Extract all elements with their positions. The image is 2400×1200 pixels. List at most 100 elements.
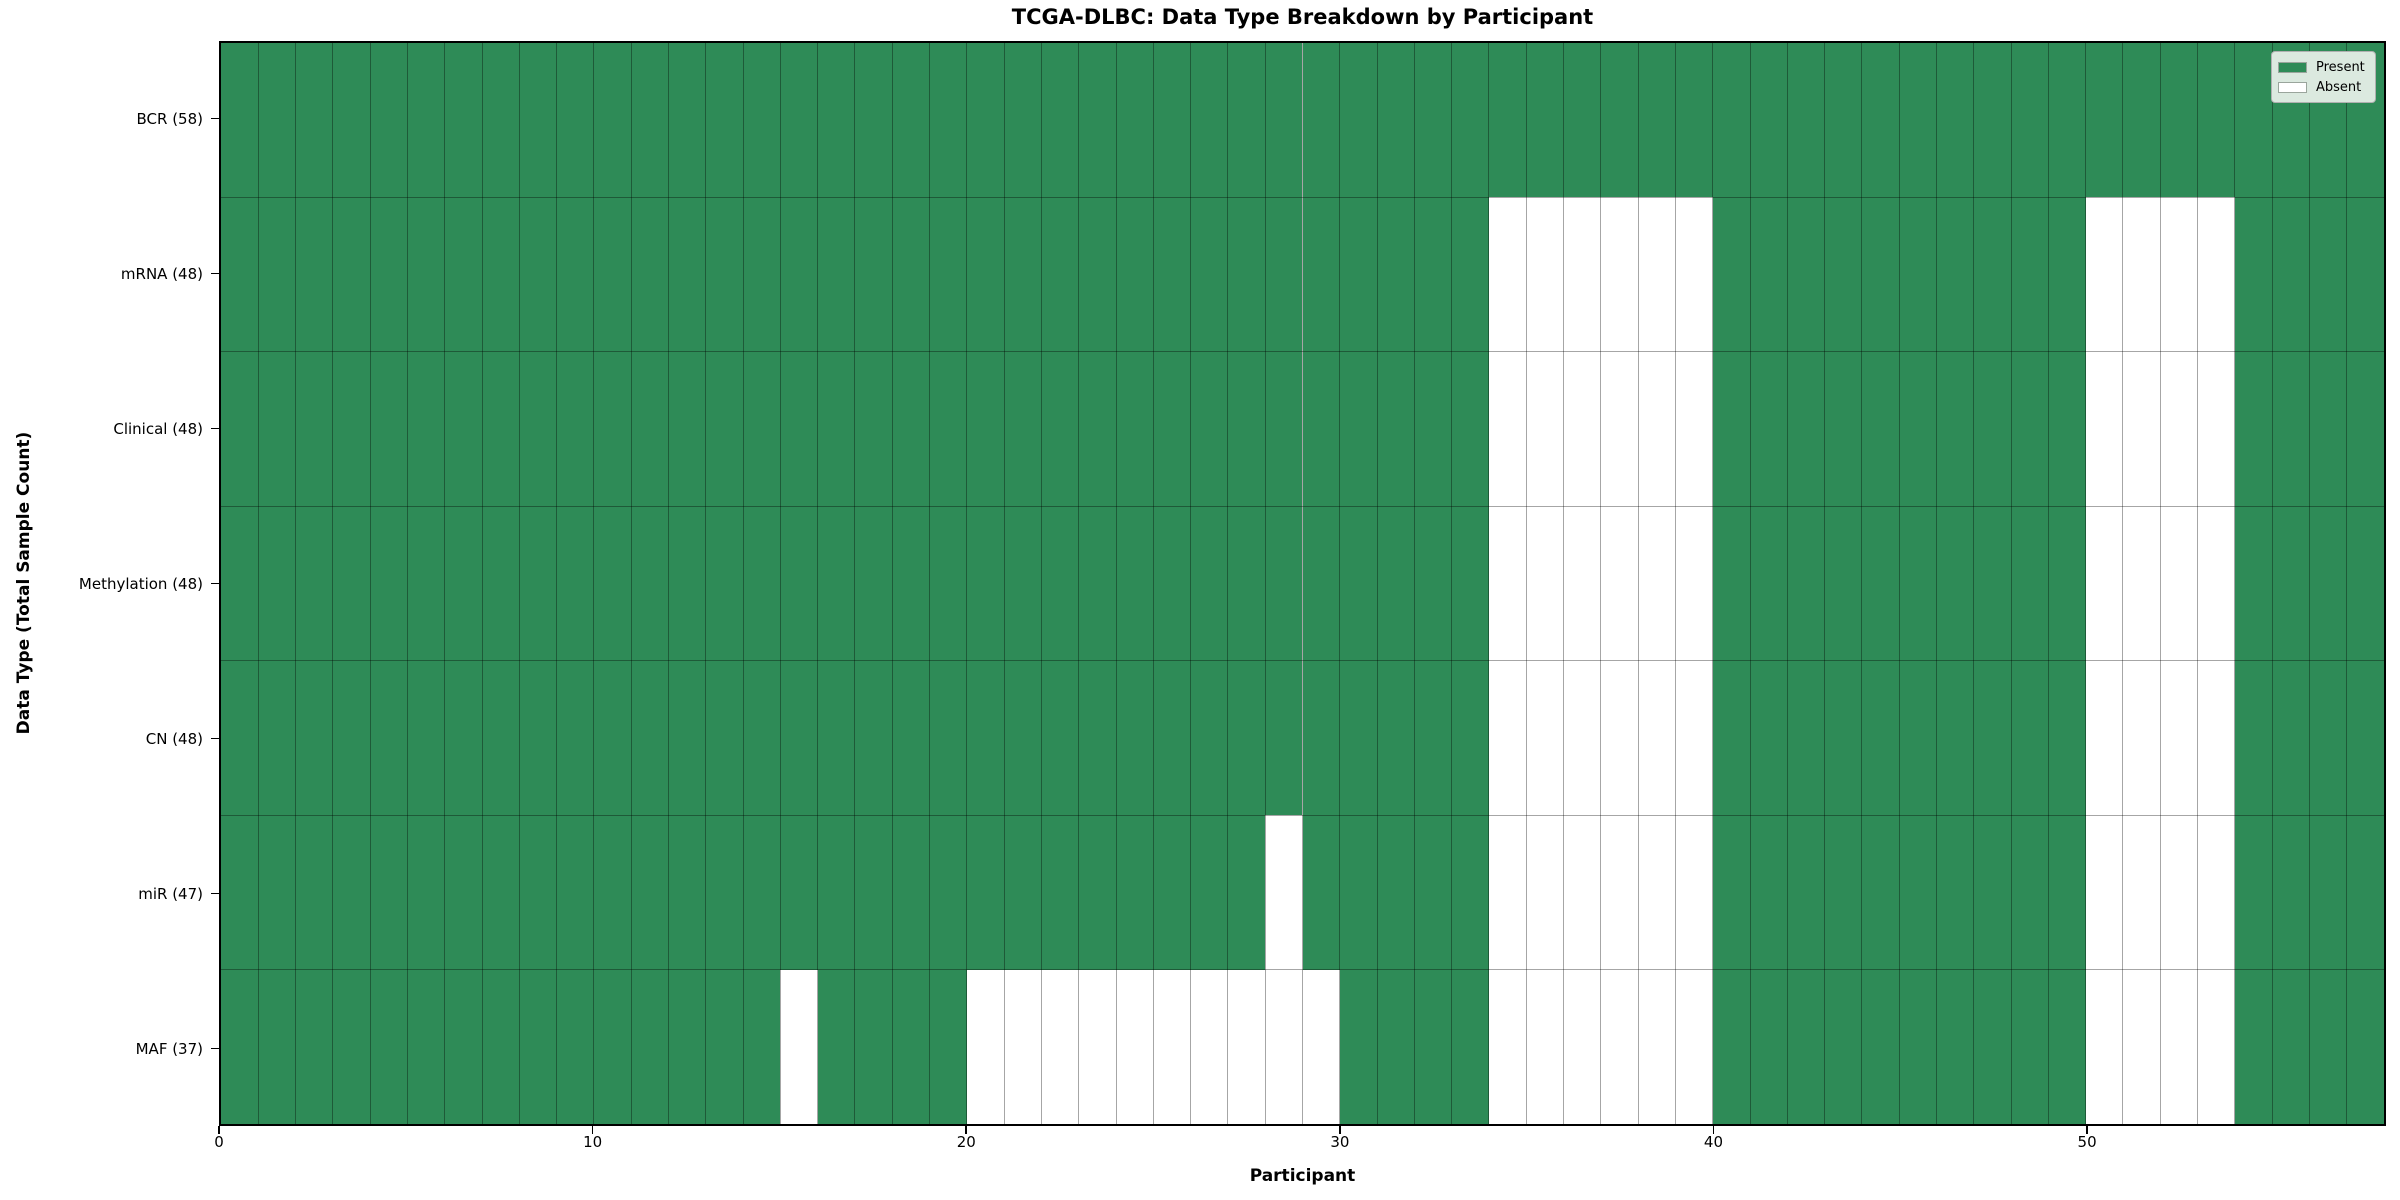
heatmap-cell [1488, 506, 1527, 661]
heatmap-cell [1526, 815, 1564, 970]
heatmap-cell [2309, 660, 2347, 816]
heatmap-cell [1078, 815, 1117, 970]
y-tick-label: CN (48) [145, 729, 203, 748]
heatmap-cell [1451, 43, 1489, 198]
heatmap-cell [1265, 506, 1303, 661]
heatmap-cell [2048, 351, 2086, 507]
heatmap-cell [1078, 43, 1117, 198]
heatmap-cell [1004, 506, 1042, 661]
heatmap-cell [519, 43, 557, 198]
heatmap-cell [2346, 506, 2384, 661]
heatmap-cell [1302, 351, 1340, 507]
heatmap-cell [705, 815, 744, 970]
heatmap-cell [1116, 660, 1154, 816]
heatmap-cell [1712, 351, 1750, 507]
heatmap-cell [2197, 351, 2235, 507]
heatmap-cell [1563, 969, 1601, 1124]
heatmap-cell [631, 660, 669, 816]
heatmap-cell [221, 969, 259, 1124]
heatmap-cell [1526, 43, 1564, 198]
heatmap-cell [1861, 815, 1900, 970]
heatmap-cell [295, 969, 333, 1124]
heatmap-cell [1600, 815, 1639, 970]
heatmap-cell [258, 506, 296, 661]
heatmap-cell [1638, 969, 1676, 1124]
heatmap-cell [1116, 969, 1154, 1124]
heatmap-cell [1339, 660, 1378, 816]
heatmap-cell [1712, 43, 1750, 198]
heatmap-cell [1787, 815, 1825, 970]
heatmap-cell [407, 506, 445, 661]
heatmap-cell [482, 969, 520, 1124]
chart-title: TCGA-DLBC: Data Type Breakdown by Partic… [1011, 5, 1594, 29]
heatmap-cell [1451, 351, 1489, 507]
heatmap-cell [892, 969, 930, 1124]
heatmap-cell [1227, 197, 1266, 352]
y-tick-mark [211, 272, 219, 275]
heatmap-cell [2197, 43, 2235, 198]
heatmap-cell [2085, 351, 2123, 507]
heatmap-cell [1153, 351, 1191, 507]
heatmap-cell [1302, 197, 1340, 352]
heatmap-cell [2122, 506, 2161, 661]
heatmap-cell [1302, 815, 1340, 970]
heatmap-cell [817, 43, 855, 198]
y-tick-mark [211, 582, 219, 585]
heatmap-cell [1600, 969, 1639, 1124]
heatmap-cell [1078, 969, 1117, 1124]
heatmap-cell [743, 660, 781, 816]
heatmap-cell [1414, 351, 1452, 507]
heatmap-cell [295, 660, 333, 816]
heatmap-cell [593, 351, 632, 507]
heatmap-cell [444, 506, 483, 661]
heatmap-cell [593, 660, 632, 816]
heatmap-cell [1973, 43, 2012, 198]
heatmap-cell [2272, 815, 2310, 970]
heatmap-cell [1936, 815, 1974, 970]
heatmap-cell [2048, 660, 2086, 816]
heatmap-cell [1041, 351, 1079, 507]
heatmap-cell [2122, 660, 2161, 816]
heatmap-cell [817, 506, 855, 661]
heatmap-cell [1899, 815, 1937, 970]
heatmap-cell [482, 660, 520, 816]
heatmap-cell [929, 351, 967, 507]
heatmap-cell [743, 43, 781, 198]
heatmap-cell [482, 815, 520, 970]
legend-entry-absent: Absent [2278, 77, 2368, 97]
heatmap-cell [444, 43, 483, 198]
heatmap-cell [1302, 43, 1340, 198]
heatmap-cell [705, 351, 744, 507]
heatmap-cell [1190, 660, 1228, 816]
heatmap-cell [407, 815, 445, 970]
heatmap-cell [370, 506, 408, 661]
heatmap-cell [1041, 815, 1079, 970]
heatmap-cell [295, 197, 333, 352]
heatmap-cell [1414, 815, 1452, 970]
heatmap-cell [519, 506, 557, 661]
heatmap-cell [892, 815, 930, 970]
heatmap-cell [929, 660, 967, 816]
heatmap-cell [1973, 197, 2012, 352]
heatmap-cell [1600, 197, 1639, 352]
heatmap-cell [631, 506, 669, 661]
heatmap-cell [892, 660, 930, 816]
heatmap-cell [1936, 351, 1974, 507]
heatmap-cell [705, 660, 744, 816]
heatmap-cell [743, 351, 781, 507]
heatmap-cell [2048, 43, 2086, 198]
heatmap-cell [258, 351, 296, 507]
heatmap-cell [1004, 351, 1042, 507]
heatmap-cell [519, 660, 557, 816]
heatmap-cell [929, 197, 967, 352]
heatmap-cell [1899, 351, 1937, 507]
heatmap-cell [2160, 351, 2198, 507]
heatmap-cell [1153, 506, 1191, 661]
heatmap-cell [929, 815, 967, 970]
heatmap-cell [854, 660, 893, 816]
heatmap-cell [2309, 506, 2347, 661]
heatmap-cell [1638, 197, 1676, 352]
heatmap-cell [2234, 351, 2273, 507]
heatmap-cell [519, 815, 557, 970]
heatmap-cell [407, 969, 445, 1124]
